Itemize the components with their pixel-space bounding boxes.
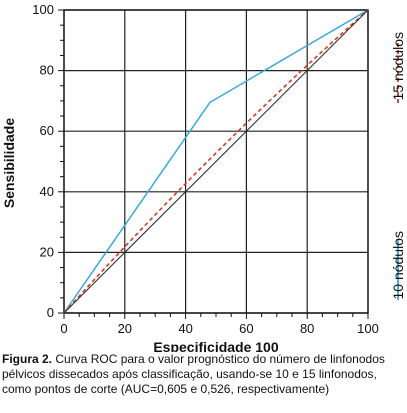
series-group xyxy=(63,9,369,314)
figure-caption: Figura 2. Curva ROC para o valor prognós… xyxy=(2,352,405,397)
legend-label: 15 nódulos xyxy=(390,32,406,101)
series-line-15-nodulos xyxy=(63,9,369,314)
caption-label: Figura 2. xyxy=(2,352,53,366)
y-tick-label: 40 xyxy=(40,184,54,199)
tick-labels: 0 20 40 60 80 100 0 20 40 60 80 100 xyxy=(32,2,379,336)
x-axis-label: Especificidade 100 xyxy=(153,339,279,352)
series-line-10-nodulos xyxy=(63,9,369,314)
x-tick-label: 40 xyxy=(178,321,192,336)
x-tick-label: 60 xyxy=(239,321,253,336)
y-tick-label: 60 xyxy=(40,123,54,138)
x-tick-label: 0 xyxy=(60,321,67,336)
y-axis-label: Sensibilidade xyxy=(1,118,17,208)
y-tick-label: 100 xyxy=(32,2,54,17)
x-tick-label: 100 xyxy=(357,321,379,336)
caption-text: Curva ROC para o valor prognóstico do nú… xyxy=(2,352,385,396)
y-tick-label: 20 xyxy=(40,244,54,259)
legend: 10 nódulos 15 nódulos xyxy=(390,32,406,300)
series-line-reference xyxy=(63,9,369,314)
roc-chart: 0 20 40 60 80 100 0 20 40 60 80 100 Especificidade … xyxy=(1,2,406,352)
x-tick-label: 20 xyxy=(118,321,132,336)
y-tick-label: 80 xyxy=(40,63,54,78)
x-tick-label: 80 xyxy=(300,321,314,336)
legend-label: 10 nódulos xyxy=(390,231,406,300)
grid xyxy=(58,9,369,319)
y-tick-label: 0 xyxy=(47,305,54,320)
